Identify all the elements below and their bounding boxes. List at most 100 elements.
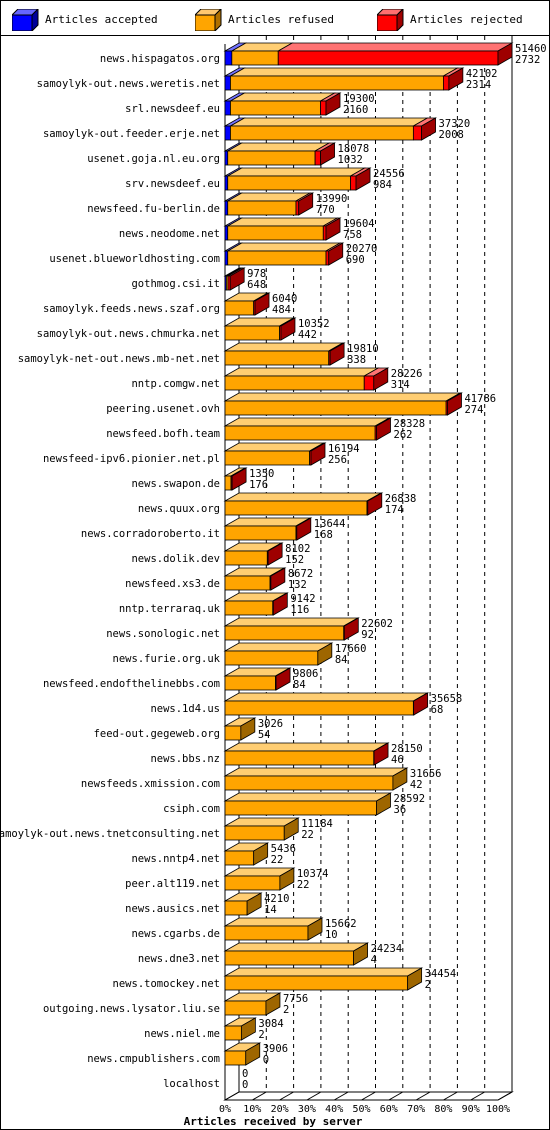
value-label-total: 41786 [464,393,496,405]
bar-refused-top [228,117,429,127]
value-label-second: 2 [283,1004,289,1016]
row-label: news.nntp4.net [131,853,220,865]
bar-side [240,1017,256,1041]
bar-refused [224,325,280,341]
bar-refused [230,125,414,141]
row-label: csiph.com [163,803,220,815]
bar-refused-top [223,767,409,777]
value-label-second: 262 [394,429,413,441]
value-label-total: 24234 [371,943,403,955]
bar-refused-top [223,517,312,527]
bar-side [272,592,288,616]
value-label-total: 51460 [515,43,547,55]
bar-refused [224,875,281,891]
bar-side [367,492,383,516]
bar-side [265,992,281,1016]
value-label-second: 2 [425,979,431,991]
bar-refused [224,525,297,541]
value-label-total: 35658 [431,693,463,705]
value-label-second: 484 [272,304,291,316]
bar-refused [224,775,394,791]
bar-refused-top [223,492,383,502]
value-label-second: 2160 [343,104,368,116]
value-label-second: 46 [391,754,404,766]
value-label-second: 758 [343,229,362,241]
bar-refused [224,425,376,441]
row-label: nntp.comgw.net [131,378,220,390]
row-label: news.sonologic.net [106,628,220,640]
value-label-total: 9806 [293,668,318,680]
bar-side [373,367,389,391]
value-label-total: 24556 [373,168,405,180]
bar-rejected-top [276,42,514,52]
bar-side [317,642,333,666]
bar-refused [224,950,354,966]
row-label: news.cgarbs.de [131,928,220,940]
bar-refused [224,925,309,941]
row-label: newsfeed.xs3.de [125,578,220,590]
bar-rejected [363,375,375,391]
bar-refused-top [223,342,345,352]
value-label-total: 978 [247,268,266,280]
value-label-second: 22 [297,879,310,891]
bar-refused-top [223,692,429,702]
value-label-second: 22 [301,829,314,841]
value-label-second: 770 [316,204,335,216]
x-tick-label: 50% [352,1104,370,1115]
value-label-total: 20270 [346,243,378,255]
bar-refused-top [223,942,370,952]
tick-mark [443,1091,458,1101]
row-label: newsfeed.fu-berlin.de [87,203,220,215]
value-label-total: 22602 [361,618,393,630]
bar-refused [224,550,268,566]
legend: Articles accepted Articles refused Artic… [0,0,550,36]
bar-side [343,617,359,641]
value-label-second: 174 [385,504,404,516]
value-label-second: 442 [298,329,317,341]
bar-side [279,867,295,891]
value-label-second: 92 [361,629,374,641]
bar-accepted [224,175,229,191]
bar-refused [227,175,351,191]
bar-refused [224,850,255,866]
value-label-total: 28226 [391,368,423,380]
bar-refused [224,450,311,466]
bar-refused-top [223,617,360,627]
row-label: news.dne3.net [138,953,220,965]
bar-side [280,317,296,341]
bar-refused [224,800,377,816]
bar-rejected [442,75,450,91]
bar-side [448,67,464,91]
row-label: news.bbs.nz [150,753,220,765]
value-label-total: 11184 [301,818,333,830]
value-label-second: 338 [347,354,366,366]
value-label-total: 19300 [343,93,375,105]
value-label-second: 0 [263,1054,269,1066]
value-label-second: 256 [328,454,347,466]
x-tick-label: 40% [325,1104,343,1115]
bar-side [373,742,389,766]
bar-refused [224,650,319,666]
bar-refused [224,1025,242,1041]
tick-mark [252,1091,267,1101]
bar-accepted [224,200,229,216]
bar-refused [224,975,409,991]
bar-refused [224,575,271,591]
value-label-second: 274 [464,404,483,416]
value-label-total: 28328 [394,418,426,430]
bar-side [240,717,256,741]
bar-side [231,467,247,491]
row-label: gothmog.csi.it [131,278,220,290]
value-label-second: 132 [288,579,307,591]
x-tick-label: 80% [434,1104,452,1115]
value-label-total: 10374 [297,868,329,880]
row-label: samoylyk-net-out.news.mb-net.net [18,353,220,365]
value-label-second: 84 [335,654,348,666]
bar-side [413,692,429,716]
bar-refused-top [226,167,367,177]
row-label: news.corradoroberto.it [81,528,220,540]
bar-rejected [295,200,300,216]
bar-rejected [320,100,327,116]
bar-refused-top [223,792,393,802]
row-label: usenet.goja.nl.eu.org [87,153,220,165]
